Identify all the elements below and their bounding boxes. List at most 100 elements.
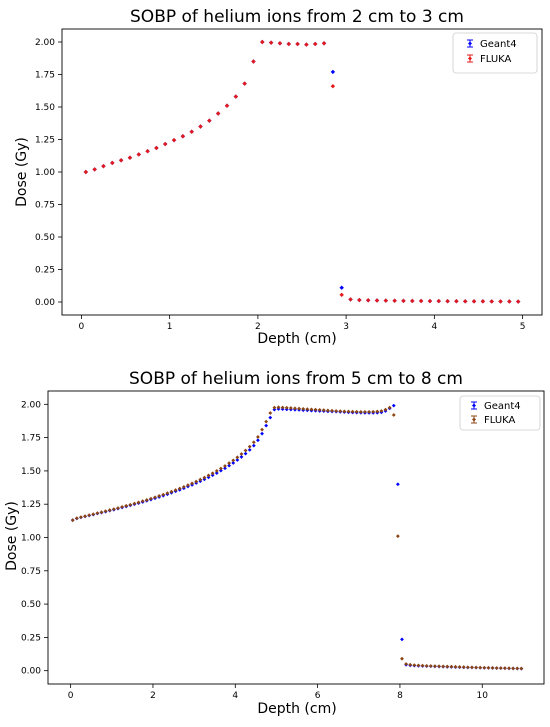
point-fluka: [177, 486, 182, 491]
x-tick-label: 2: [255, 322, 261, 332]
y-tick-label: 1.25: [21, 500, 41, 510]
point-geant4: [264, 423, 269, 428]
point-fluka: [295, 41, 300, 47]
y-tick-label: 0.50: [21, 600, 41, 610]
chart-2-legend: Geant4 FLUKA: [459, 395, 541, 431]
point-fluka: [374, 298, 380, 303]
point-fluka: [367, 410, 371, 414]
point-fluka: [293, 406, 297, 411]
point-fluka: [445, 299, 450, 304]
point-fluka: [482, 665, 487, 670]
series-geant4: [70, 403, 524, 671]
point-fluka: [515, 666, 520, 671]
point-fluka: [507, 666, 511, 671]
point-fluka: [276, 405, 281, 410]
y-tick-label: 1.75: [35, 71, 55, 81]
point-fluka: [401, 298, 406, 304]
point-fluka: [387, 405, 392, 410]
point-fluka: [145, 149, 150, 154]
point-fluka: [163, 141, 168, 147]
point-fluka: [410, 298, 415, 304]
point-fluka: [111, 507, 116, 512]
point-fluka: [136, 152, 141, 157]
chart-1: SOBP of helium ions from 2 cm to 3 cm Do…: [14, 7, 543, 347]
point-fluka: [92, 167, 97, 172]
legend-marker-geant4: [472, 403, 476, 408]
chart-2-plot-frame: [47, 390, 545, 685]
point-geant4: [260, 431, 264, 436]
point-fluka: [239, 452, 244, 456]
point-fluka: [457, 665, 462, 669]
x-tick-label: 4: [431, 322, 437, 332]
point-fluka: [215, 111, 221, 116]
point-fluka: [264, 419, 269, 424]
point-geant4: [231, 461, 236, 465]
y-tick-label: 1.50: [21, 467, 41, 477]
point-fluka: [395, 534, 400, 539]
point-fluka: [494, 666, 499, 670]
point-fluka: [449, 664, 454, 669]
point-fluka: [186, 483, 190, 488]
point-geant4: [214, 471, 219, 475]
point-fluka: [404, 662, 409, 666]
x-tick-label: 6: [315, 691, 321, 701]
point-fluka: [140, 499, 145, 504]
x-tick-label: 0: [79, 322, 85, 332]
point-fluka: [198, 477, 203, 482]
point-fluka: [418, 298, 424, 304]
legend-entry-fluka: FLUKA: [471, 415, 516, 426]
point-fluka: [383, 298, 389, 303]
point-fluka: [338, 409, 343, 414]
point-geant4: [395, 482, 400, 487]
point-fluka: [189, 129, 194, 134]
point-fluka: [445, 664, 450, 669]
point-fluka: [427, 298, 433, 304]
point-fluka: [420, 663, 425, 668]
chart-2-series: [70, 403, 524, 671]
chart-1-legend-frame: [452, 32, 538, 74]
point-fluka: [350, 409, 355, 414]
point-fluka: [383, 407, 388, 412]
point-fluka: [489, 299, 494, 304]
legend-entry-fluka: FLUKA: [467, 54, 512, 65]
x-tick-label: 5: [520, 322, 526, 332]
legend-label-fluka: FLUKA: [480, 54, 512, 65]
point-fluka: [313, 407, 318, 412]
point-fluka: [136, 500, 141, 505]
point-fluka: [231, 458, 236, 463]
point-geant4: [272, 407, 277, 412]
point-fluka: [169, 489, 174, 494]
point-fluka: [128, 502, 133, 507]
point-fluka: [330, 408, 334, 413]
y-tick-label: 2.00: [21, 400, 41, 410]
point-fluka: [471, 299, 477, 304]
point-fluka: [120, 504, 124, 509]
series-fluka: [83, 39, 521, 304]
legend-marker-geant4: [468, 41, 472, 46]
point-fluka: [210, 471, 215, 476]
point-fluka: [297, 406, 301, 411]
point-fluka: [453, 664, 458, 669]
point-fluka: [379, 409, 384, 413]
y-tick-label: 0.25: [21, 633, 41, 643]
legend-label-geant4: Geant4: [484, 401, 521, 412]
point-fluka: [358, 410, 363, 414]
point-fluka: [161, 492, 166, 497]
point-fluka: [173, 488, 178, 492]
point-fluka: [260, 427, 264, 432]
chart-2: SOBP of helium ions from 5 cm to 8 cm Do…: [4, 369, 545, 717]
point-fluka: [180, 134, 186, 139]
y-tick-label: 0.00: [35, 298, 55, 308]
point-fluka: [247, 444, 252, 449]
legend-entry-geant4: Geant4: [467, 39, 517, 50]
point-fluka: [235, 455, 240, 460]
y-tick-label: 1.75: [21, 434, 41, 444]
point-fluka: [224, 103, 230, 108]
point-fluka: [260, 39, 265, 45]
point-fluka: [375, 409, 380, 414]
chart-1-xlabel: Depth (cm): [257, 331, 336, 347]
point-geant4: [256, 438, 260, 443]
point-fluka: [70, 518, 75, 523]
point-fluka: [206, 473, 211, 478]
